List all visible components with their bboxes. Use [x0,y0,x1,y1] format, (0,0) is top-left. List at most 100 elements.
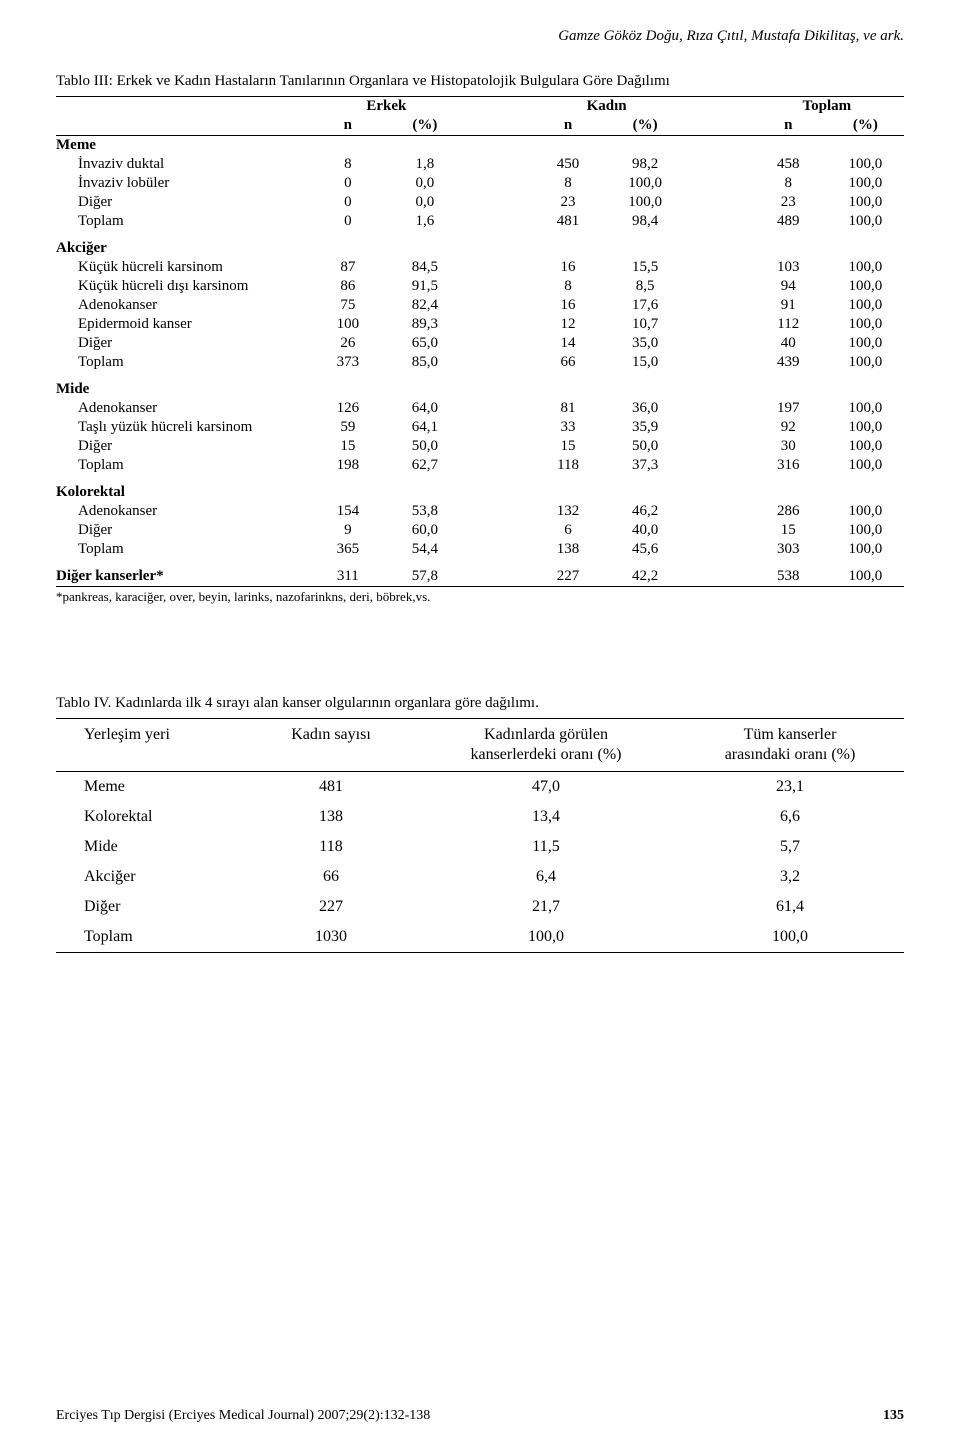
table4-cell: 66 [246,862,416,892]
table3-cell: 92 [750,418,827,437]
table3-row-label: Taşlı yüzük hücreli karsinom [56,418,309,437]
table3-cell: 84,5 [386,258,463,277]
table3-cell: 0 [309,174,386,193]
table3-row-label: Diğer kanserler* [56,567,309,587]
table3-row-label: Toplam [56,540,309,559]
table3-cell: 66 [530,353,607,372]
table3-cell: 50,0 [386,437,463,456]
table3-cell: 16 [530,258,607,277]
table3-cell: 316 [750,456,827,475]
table3-cell: 100 [309,315,386,334]
table4-h4: Tüm kanserler arasındaki oranı (%) [676,719,904,772]
table3-row-label: İnvaziv lobüler [56,174,309,193]
table3-cell: 100,0 [827,540,904,559]
table3-row-label: Epidermoid kanser [56,315,309,334]
table4-cell: 227 [246,892,416,922]
table3-cell: 198 [309,456,386,475]
table3-cell: 17,6 [607,296,684,315]
table3-section: Meme [56,136,309,156]
table3-cell: 100,0 [827,174,904,193]
table3-sub-n1: n [309,116,386,136]
table4-h1: Yerleşim yeri [56,719,246,772]
table3-cell: 59 [309,418,386,437]
table3-cell: 303 [750,540,827,559]
table3-cell: 23 [530,193,607,212]
table3-cell: 98,4 [607,212,684,231]
table4-row-label: Akciğer [56,862,246,892]
table4-cell: 100,0 [676,922,904,953]
table3-cell: 100,0 [827,353,904,372]
table3-cell: 489 [750,212,827,231]
table3-cell: 100,0 [827,155,904,174]
table3-cell: 15 [530,437,607,456]
table3-row-label: Diğer [56,437,309,456]
table3-cell: 62,7 [386,456,463,475]
table3-cell: 103 [750,258,827,277]
table3-cell: 100,0 [827,521,904,540]
table3-cell: 53,8 [386,502,463,521]
table3-caption: Tablo III: Erkek ve Kadın Hastaların Tan… [56,73,904,90]
table3-cell: 100,0 [827,437,904,456]
table3-cell: 40 [750,334,827,353]
table3-cell: 8 [309,155,386,174]
table3-cell: 100,0 [827,456,904,475]
table4-cell: 11,5 [416,832,676,862]
table3-cell: 0 [309,212,386,231]
table4-cell: 118 [246,832,416,862]
table3-cell: 50,0 [607,437,684,456]
table3-cell: 81 [530,399,607,418]
table3-cell: 126 [309,399,386,418]
table3-cell: 450 [530,155,607,174]
table3-cell: 138 [530,540,607,559]
table4-cell: 100,0 [416,922,676,953]
table3-sub-n3: n [750,116,827,136]
table3-row-label: Diğer [56,334,309,353]
table3-cell: 365 [309,540,386,559]
table3-cell: 15,5 [607,258,684,277]
table4-cell: 1030 [246,922,416,953]
table3-cell: 87 [309,258,386,277]
table3-cell: 112 [750,315,827,334]
table3-cell: 100,0 [827,567,904,587]
running-head: Gamze Gököz Doğu, Rıza Çıtıl, Mustafa Di… [56,28,904,45]
table4: Yerleşim yeri Kadın sayısı Kadınlarda gö… [56,718,904,953]
table3-cell: 0 [309,193,386,212]
table3-row-label: Toplam [56,456,309,475]
table3-cell: 10,7 [607,315,684,334]
table3-cell: 64,1 [386,418,463,437]
table4-cell: 481 [246,772,416,803]
table3-cell: 538 [750,567,827,587]
table3-cell: 100,0 [827,296,904,315]
table3-cell: 64,0 [386,399,463,418]
table3-head-erkek: Erkek [309,97,463,117]
table3-cell: 8 [530,174,607,193]
table3-cell: 373 [309,353,386,372]
table3-cell: 197 [750,399,827,418]
footer-page-number: 135 [883,1408,904,1424]
table4-cell: 47,0 [416,772,676,803]
table3-cell: 100,0 [827,334,904,353]
table3-cell: 33 [530,418,607,437]
table3-cell: 86 [309,277,386,296]
table3-cell: 100,0 [827,418,904,437]
table4-caption: Tablo IV. Kadınlarda ilk 4 sırayı alan k… [56,695,904,712]
table3-cell: 100,0 [827,277,904,296]
table3-cell: 82,4 [386,296,463,315]
table4-row-label: Mide [56,832,246,862]
table3-cell: 42,2 [607,567,684,587]
table3-cell: 8,5 [607,277,684,296]
table3-row-label: Küçük hücreli karsinom [56,258,309,277]
table3-cell: 100,0 [827,212,904,231]
table4-row-label: Kolorektal [56,802,246,832]
table3-cell: 91 [750,296,827,315]
table3-cell: 286 [750,502,827,521]
table3-cell: 6 [530,521,607,540]
table4-cell: 138 [246,802,416,832]
table3-cell: 35,0 [607,334,684,353]
table3-row-label: Küçük hücreli dışı karsinom [56,277,309,296]
table3-cell: 100,0 [827,258,904,277]
table3-cell: 36,0 [607,399,684,418]
table3-cell: 35,9 [607,418,684,437]
table3-cell: 481 [530,212,607,231]
table3-cell: 16 [530,296,607,315]
